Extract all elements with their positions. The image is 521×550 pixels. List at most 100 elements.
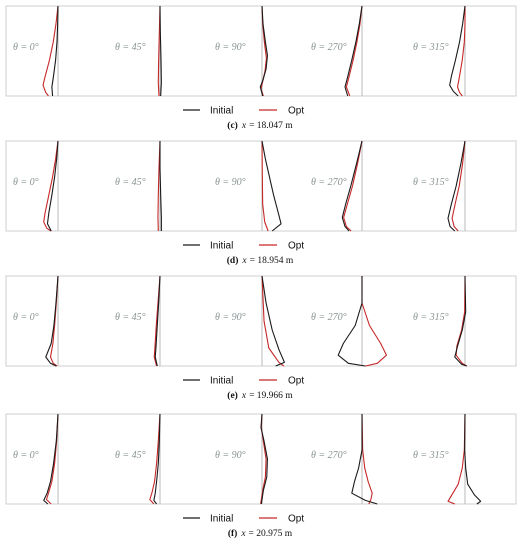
caption-variable: x <box>240 529 246 539</box>
profile-theta-315: θ = 315° <box>413 413 482 505</box>
caption-variable: x <box>241 256 247 266</box>
subfigure-caption: (d) x = 18.954 m <box>227 255 294 266</box>
caption-tag: (f) <box>228 528 238 539</box>
caption-value: = 18.047 m <box>249 121 293 131</box>
series-initial-line <box>159 141 162 231</box>
profile-theta-90: θ = 90° <box>215 413 268 505</box>
theta-label: θ = 270° <box>311 312 347 323</box>
legend-opt-label: Opt <box>288 514 304 525</box>
series-initial-line <box>46 140 59 232</box>
series-initial-line <box>159 5 162 97</box>
profile-theta-0: θ = 0° <box>13 275 59 367</box>
subfigure-caption: (e) x = 19.966 m <box>227 390 293 401</box>
theta-label: θ = 0° <box>13 312 39 323</box>
legend-initial-label: Initial <box>210 241 233 252</box>
profile-theta-270: θ = 270° <box>311 140 363 232</box>
series-initial-line <box>153 413 161 505</box>
caption-tag: (d) <box>227 255 239 266</box>
profile-theta-270: θ = 270° <box>311 276 388 367</box>
series-initial-line <box>45 275 59 367</box>
profile-theta-45: θ = 45° <box>115 413 161 505</box>
series-initial-line <box>259 5 268 97</box>
series-initial-line <box>464 413 482 505</box>
legend-opt-label: Opt <box>288 241 304 252</box>
series-initial-line <box>351 414 378 505</box>
series-initial-line <box>454 275 467 367</box>
panel-c: θ = 0° θ = 45° θ = 90° θ = 270° θ = 315° Init… <box>5 5 517 131</box>
profile-theta-0: θ = 0° <box>13 140 59 232</box>
profile-theta-315: θ = 315° <box>413 275 467 367</box>
profile-theta-90: θ = 90° <box>215 5 268 97</box>
series-opt-line <box>43 140 59 232</box>
panel-f: θ = 0° θ = 45° θ = 90° θ = 270° θ = 315° Init… <box>5 413 517 539</box>
series-initial-line <box>449 5 466 97</box>
profile-theta-90: θ = 90° <box>215 275 285 367</box>
series-opt-line <box>153 275 161 367</box>
profile-theta-90: θ = 90° <box>215 140 282 232</box>
caption-tag: (e) <box>227 390 238 401</box>
series-opt-line <box>451 140 466 232</box>
profile-theta-315: θ = 315° <box>413 5 466 97</box>
profile-theta-45: θ = 45° <box>115 275 161 367</box>
theta-label: θ = 90° <box>215 450 246 461</box>
legend: Initial Opt <box>183 376 304 387</box>
caption-variable: x <box>241 391 247 401</box>
series-opt-line <box>447 413 466 505</box>
theta-label: θ = 0° <box>13 177 39 188</box>
series-opt-line <box>345 5 363 97</box>
caption-value: = 19.966 m <box>249 391 293 401</box>
profile-theta-45: θ = 45° <box>115 140 162 232</box>
series-initial-line <box>341 140 363 232</box>
legend-initial-label: Initial <box>210 106 233 117</box>
series-initial-line <box>447 140 466 232</box>
series-initial-line <box>43 413 59 505</box>
profile-theta-270: θ = 270° <box>311 5 363 97</box>
series-opt-line <box>361 276 388 367</box>
theta-label: θ = 0° <box>13 450 39 461</box>
profile-theta-270: θ = 270° <box>311 413 378 505</box>
series-initial-line <box>154 275 161 367</box>
subfigure-caption: (c) x = 18.047 m <box>227 120 293 131</box>
panel-frame <box>5 140 517 232</box>
panel-frame <box>5 5 517 97</box>
legend-opt-label: Opt <box>288 106 304 117</box>
theta-label: θ = 45° <box>115 177 146 188</box>
legend: Initial Opt <box>183 241 304 252</box>
series-opt-line <box>361 413 373 505</box>
profile-theta-45: θ = 45° <box>115 5 162 97</box>
theta-label: θ = 270° <box>311 450 347 461</box>
caption-value: = 20.975 m <box>249 529 293 539</box>
theta-label: θ = 315° <box>413 177 449 188</box>
panel-frame <box>5 275 517 367</box>
theta-label: θ = 45° <box>115 450 146 461</box>
series-initial-line <box>261 275 285 367</box>
series-opt-line <box>42 5 59 97</box>
legend-initial-label: Initial <box>210 514 233 525</box>
caption-value: = 18.954 m <box>250 256 294 266</box>
theta-label: θ = 90° <box>215 42 246 53</box>
profile-theta-315: θ = 315° <box>413 140 466 232</box>
series-opt-line <box>343 140 363 232</box>
theta-label: θ = 270° <box>311 177 347 188</box>
series-opt-line <box>261 140 269 232</box>
theta-label: θ = 0° <box>13 42 39 53</box>
series-initial-line <box>261 140 282 232</box>
profile-theta-0: θ = 0° <box>13 413 59 505</box>
theta-label: θ = 270° <box>311 42 347 53</box>
theta-label: θ = 45° <box>115 42 146 53</box>
series-opt-line <box>455 275 467 367</box>
profile-theta-0: θ = 0° <box>13 5 59 97</box>
series-initial-line <box>260 413 268 505</box>
subfigure-caption: (f) x = 20.975 m <box>228 528 293 539</box>
theta-label: θ = 315° <box>413 312 449 323</box>
series-opt-line <box>149 413 161 505</box>
series-initial-line <box>344 5 363 97</box>
series-opt-line <box>157 140 161 232</box>
series-initial-line <box>51 5 59 97</box>
theta-label: θ = 315° <box>413 42 449 53</box>
theta-label: θ = 45° <box>115 312 146 323</box>
theta-label: θ = 90° <box>215 177 246 188</box>
series-opt-line <box>157 5 161 97</box>
panel-d: θ = 0° θ = 45° θ = 90° θ = 270° θ = 315° Init… <box>5 140 517 266</box>
